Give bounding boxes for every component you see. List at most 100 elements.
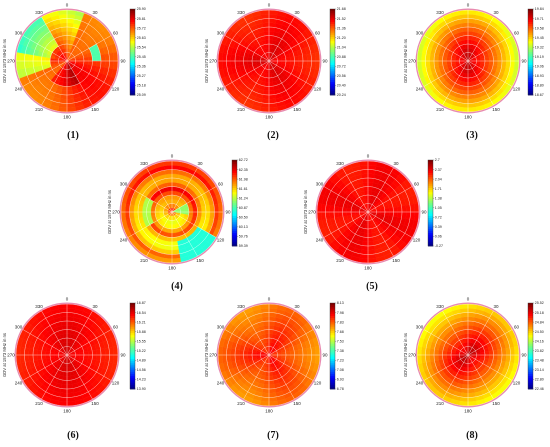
colorbar-segment bbox=[232, 185, 237, 189]
colorbar-segment bbox=[330, 382, 335, 386]
colorbar-segment bbox=[130, 92, 135, 96]
polar-rim bbox=[14, 302, 120, 408]
colorbar-tick-label: 8.13 bbox=[337, 301, 344, 305]
colorbar: 25.90 25.81 25.72 25.63 25.54 25.45 25.36 25.27… bbox=[129, 7, 146, 97]
colorbar-segment bbox=[330, 62, 335, 66]
colorbar-segment bbox=[232, 198, 237, 202]
angle-label: 150 bbox=[492, 401, 500, 406]
colorbar-segment bbox=[330, 45, 335, 49]
heatmap-cell bbox=[505, 354, 511, 363]
heatmap-cell bbox=[492, 349, 498, 356]
angle-label: 150 bbox=[293, 401, 301, 406]
angle-label: 0 bbox=[66, 3, 69, 8]
angle-label: 60 bbox=[514, 325, 520, 330]
colorbar-segment bbox=[330, 9, 335, 12]
colorbar-tick-label: 62.72 bbox=[239, 158, 248, 162]
colorbar-tick-label: 21.36 bbox=[337, 26, 346, 30]
colorbar-segment bbox=[130, 34, 135, 38]
heatmap-cell bbox=[461, 26, 469, 32]
colorbar-segment bbox=[232, 233, 237, 236]
angle-label: 120 bbox=[112, 87, 120, 92]
colorbar-tick-label: 59.39 bbox=[239, 244, 248, 248]
grid-spoke bbox=[367, 186, 413, 213]
colorbar-segment bbox=[528, 337, 533, 340]
colorbar-segment bbox=[330, 378, 335, 381]
colorbar-segment bbox=[130, 309, 135, 312]
colorbar-segment bbox=[130, 365, 135, 368]
colorbar-segment bbox=[130, 380, 135, 383]
angle-label: 0 bbox=[268, 297, 271, 302]
heatmap-cell bbox=[488, 56, 494, 62]
colorbar-segment bbox=[232, 243, 237, 247]
angle-label: 240 bbox=[217, 381, 225, 386]
colorbar-segment bbox=[528, 45, 533, 49]
colorbar-tick-label: 19.32 bbox=[535, 45, 544, 49]
colorbar-segment bbox=[130, 333, 135, 336]
colorbar-segment bbox=[130, 49, 135, 53]
heatmap-cell bbox=[433, 354, 439, 362]
heatmap-cell bbox=[467, 26, 475, 32]
colorbar-segment bbox=[528, 373, 533, 377]
colorbar-segment bbox=[528, 367, 533, 371]
colorbar-segment bbox=[428, 213, 433, 217]
heatmap-cell bbox=[59, 98, 68, 104]
heatmap-cell bbox=[265, 333, 270, 339]
colorbar-tick-label: 20.72 bbox=[337, 65, 346, 69]
grid-spoke bbox=[66, 60, 93, 106]
heatmap-cell bbox=[338, 206, 344, 213]
colorbar-segment bbox=[130, 52, 135, 55]
colorbar-tick-label: 24.50 bbox=[535, 330, 544, 334]
angle-label: 90 bbox=[322, 59, 328, 64]
heatmap-cell bbox=[196, 211, 202, 218]
colorbar-tick-label: 22.80 bbox=[535, 378, 544, 382]
grid-spoke bbox=[442, 16, 469, 62]
colorbar: 16.87 16.54 16.21 15.88 15.55 15.22 14.89 14.56… bbox=[129, 301, 146, 391]
colorbar-segment bbox=[330, 320, 335, 323]
heatmap-cell bbox=[492, 354, 498, 361]
heatmap-cells bbox=[316, 160, 420, 264]
colorbar-segment bbox=[528, 9, 533, 12]
angle-label: 210 bbox=[436, 401, 444, 406]
colorbar-segment bbox=[528, 330, 533, 334]
colorbar-tick-label: 21.04 bbox=[337, 45, 346, 49]
heatmap-cell bbox=[61, 379, 68, 385]
grid-spoke bbox=[342, 211, 369, 257]
colorbar-tick-label: 7.53 bbox=[337, 339, 344, 343]
grid-spoke bbox=[342, 167, 369, 213]
colorbar-segment bbox=[428, 239, 433, 243]
heatmap-cell bbox=[325, 211, 331, 220]
polar-panel-6: 0 30 60 90 120 150 180 210 240 270 300 330 GDV at 15… bbox=[2, 297, 146, 441]
angle-label: 270 bbox=[308, 210, 316, 215]
colorbar-segment bbox=[528, 43, 533, 46]
colorbar-tick-label: 25.54 bbox=[137, 45, 146, 49]
heatmap-cell bbox=[460, 18, 469, 24]
panel-label: (3) bbox=[466, 130, 478, 141]
colorbar-tick-label: 25.81 bbox=[137, 17, 146, 21]
colorbar-segment bbox=[130, 45, 135, 49]
colorbar-segment bbox=[528, 358, 533, 362]
heatmap-cell bbox=[463, 329, 469, 335]
heatmap-cell bbox=[104, 60, 110, 69]
angle-label: 60 bbox=[218, 182, 224, 187]
colorbar-segment bbox=[130, 328, 135, 332]
heatmap-cell bbox=[461, 90, 469, 96]
colorbar-segment bbox=[428, 170, 433, 174]
colorbar-segment bbox=[528, 339, 533, 343]
colorbar-segment bbox=[330, 313, 335, 317]
colorbar-segment bbox=[528, 26, 533, 29]
heatmap-cell bbox=[462, 31, 469, 37]
colorbar-segment bbox=[528, 24, 533, 27]
colorbar-segment bbox=[130, 352, 135, 355]
colorbar-segment bbox=[130, 322, 135, 325]
colorbar-segment bbox=[130, 337, 135, 340]
grid-spoke bbox=[268, 35, 314, 62]
heatmap-cell bbox=[171, 169, 180, 175]
heatmap-cell bbox=[442, 354, 448, 360]
colorbar-segment bbox=[130, 11, 135, 14]
colorbar-frame bbox=[129, 302, 136, 390]
angle-label: 120 bbox=[112, 381, 120, 386]
colorbar-tick-label: 7.98 bbox=[337, 311, 344, 315]
colorbar-segment bbox=[232, 168, 237, 172]
angle-label: 270 bbox=[7, 353, 15, 358]
colorbar-segment bbox=[528, 71, 533, 74]
